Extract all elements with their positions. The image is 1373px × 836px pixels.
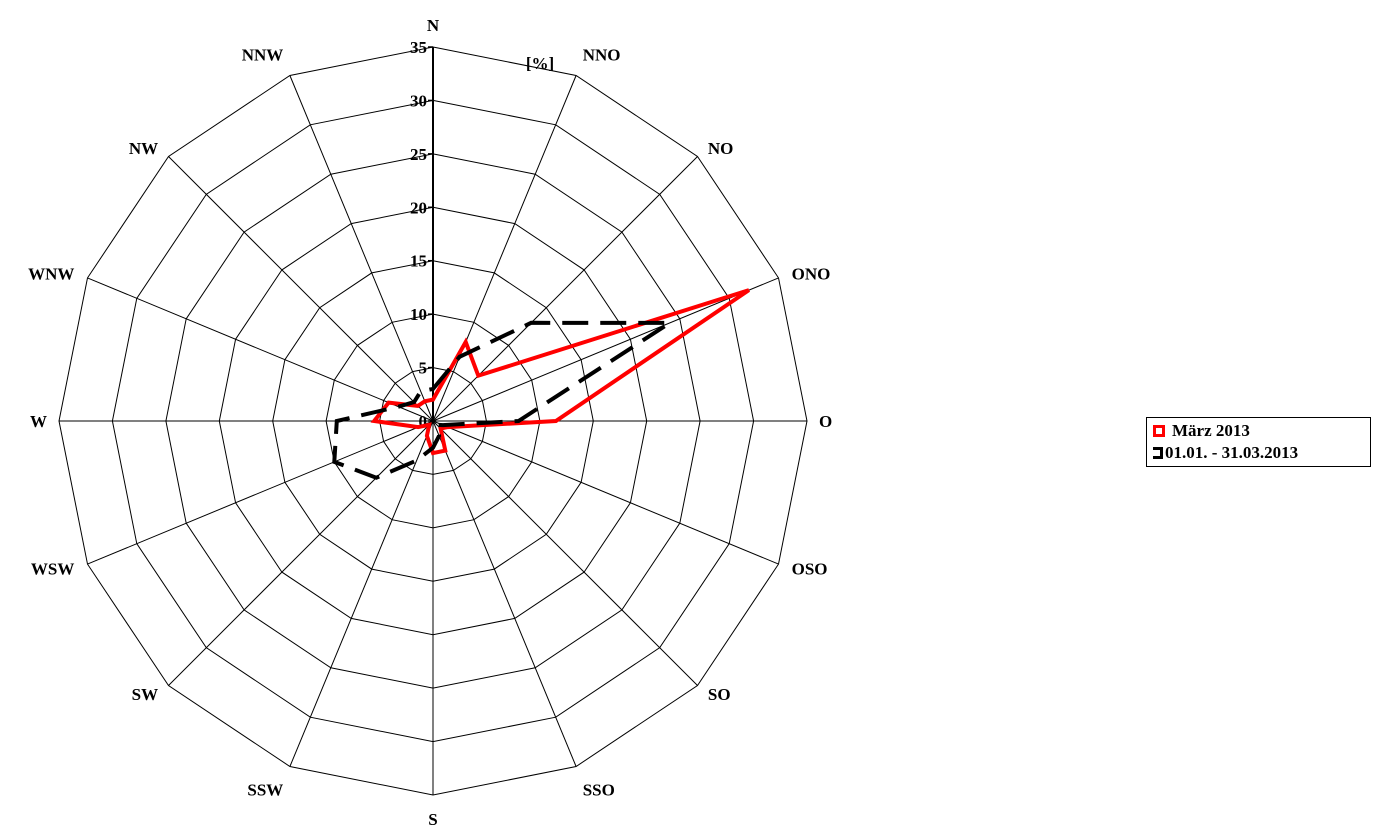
series-line-maerz-2013 [370, 288, 751, 456]
direction-label-sw: SW [132, 685, 158, 704]
tick-label: 20 [410, 198, 427, 217]
legend-label: 01.01. - 31.03.2013 [1165, 443, 1299, 462]
grid-spoke [87, 420, 434, 565]
direction-labels: N NNO NO ONO O OSO SO SSO S SSW SW WSW W WNW NW NNW [28, 16, 832, 829]
direction-label-nnw: NNW [242, 45, 284, 64]
grid-spoke [432, 156, 698, 422]
direction-label-wsw: WSW [31, 560, 74, 579]
tick-label: 35 [410, 38, 427, 57]
tick-label: 5 [419, 359, 428, 378]
direction-label-wnw: WNW [28, 264, 74, 283]
grid-spoke [168, 156, 434, 422]
series-layer [332, 288, 751, 480]
grid-spoke [432, 420, 698, 686]
legend-swatch-maerz-2013 [1153, 425, 1165, 437]
legend-item-maerz-2013: März 2013 [1153, 420, 1366, 442]
radial-axis: 0 5 10 15 20 25 30 35 [410, 38, 434, 431]
direction-label-sso: SSO [583, 781, 615, 800]
direction-label-w: W [30, 412, 47, 431]
direction-label-n: N [427, 16, 440, 35]
grid-spoke [432, 277, 779, 422]
direction-label-ssw: SSW [247, 781, 283, 800]
tick-label: 25 [410, 145, 427, 164]
legend-item-q1-2013: 01.01. - 31.03.2013 [1153, 442, 1366, 464]
unit-label: [%] [526, 54, 554, 73]
direction-label-ono: ONO [792, 264, 831, 283]
direction-label-o: O [819, 412, 832, 431]
grid-spoke [289, 420, 434, 767]
legend-swatch-q1-2013 [1153, 447, 1163, 459]
grid-spoke [432, 75, 577, 422]
legend-label: März 2013 [1172, 421, 1250, 440]
series-line-q1-2013 [332, 320, 677, 480]
direction-label-s: S [428, 810, 437, 829]
tick-label: 10 [410, 305, 427, 324]
tick-label: 30 [410, 91, 427, 110]
grid-spoke [432, 420, 577, 767]
tick-label: 15 [410, 252, 427, 271]
direction-label-oso: OSO [792, 560, 828, 579]
grid-spoke [87, 277, 434, 422]
grid-spoke [432, 420, 779, 565]
direction-label-no: NO [708, 139, 734, 158]
direction-label-nno: NNO [583, 45, 621, 64]
direction-label-so: SO [708, 685, 731, 704]
legend: März 2013 01.01. - 31.03.2013 [1146, 417, 1371, 467]
direction-label-nw: NW [129, 139, 158, 158]
grid-spoke [168, 420, 434, 686]
grid-spoke [289, 75, 434, 422]
tick-label: 0 [419, 412, 428, 431]
